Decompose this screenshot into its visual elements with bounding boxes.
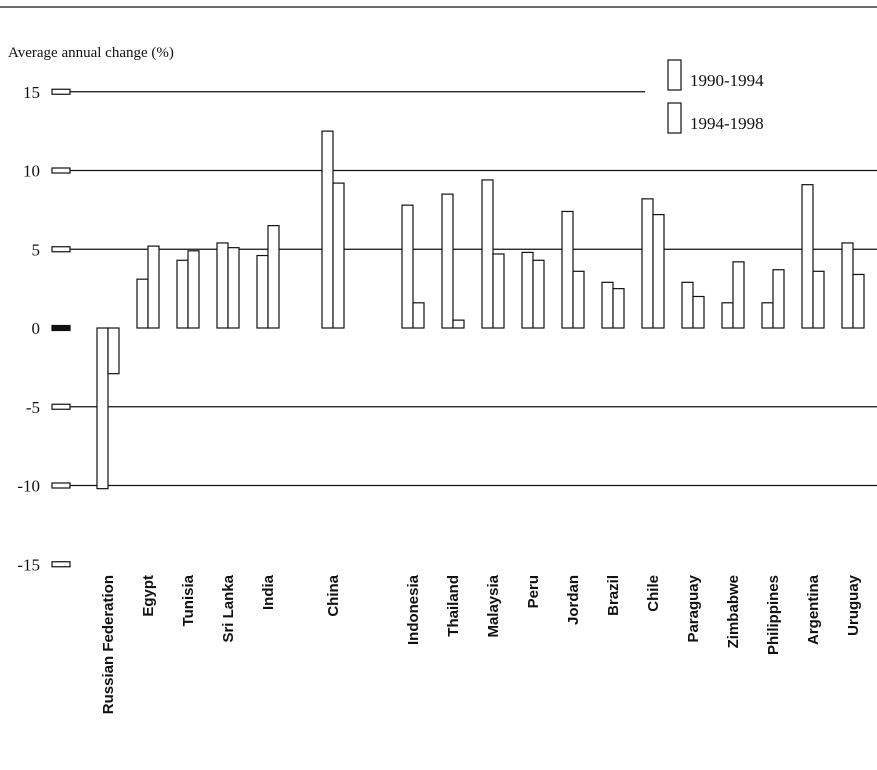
category-label: Malaysia: [485, 574, 502, 637]
bar-malaysia-series-2: [492, 253, 505, 329]
category-label: Zimbabwe: [725, 575, 742, 648]
y-tick-label: 10: [23, 162, 40, 181]
category-label: Chile: [645, 575, 662, 612]
bar-uruguay-series-2: [852, 273, 865, 329]
bar-brazil-series-1: [601, 281, 614, 329]
category-label: India: [260, 574, 277, 610]
legend-swatch: [667, 59, 682, 91]
category-label: Philippines: [765, 575, 782, 655]
bar-uruguay-series-1: [841, 242, 854, 329]
tick-mark: [51, 246, 71, 253]
bar-thailand-series-1: [441, 193, 454, 329]
category-label: Peru: [525, 575, 542, 608]
category-labels: Russian Federation Egypt Tunisia Sri Lanka I…: [100, 574, 862, 714]
category-label: Sri Lanka: [220, 574, 237, 642]
zero-tick-mark: [51, 324, 71, 332]
bar-tunisia-series-2: [187, 250, 200, 329]
legend-label: 1990-1994: [690, 71, 764, 90]
bar-malaysia-series-1: [481, 179, 494, 329]
bar-tunisia-series-1: [176, 259, 189, 329]
bar-peru-series-2: [532, 259, 545, 329]
bar-chile-series-2: [652, 214, 665, 329]
legend: 1990-1994 1994-1998: [667, 59, 764, 134]
y-tick-label: 15: [23, 83, 40, 102]
bar-philippines-series-2: [772, 269, 785, 329]
bar-india-series-1: [256, 254, 269, 329]
bar-sri-lanka-series-1: [216, 242, 229, 329]
bar-paraguay-series-2: [692, 295, 705, 329]
bar-sri-lanka-series-2: [227, 247, 240, 329]
bar-russian-federation-series-2: [107, 327, 120, 375]
bar-brazil-series-2: [612, 288, 625, 329]
category-label: Tunisia: [180, 574, 197, 626]
y-tick-label: -5: [26, 398, 40, 417]
bar-russian-federation-series-1: [96, 327, 109, 490]
category-label: Paraguay: [685, 574, 702, 642]
category-label: Thailand: [445, 575, 462, 637]
bar-egypt-series-1: [136, 278, 149, 329]
bar-jordan-series-1: [561, 210, 574, 329]
bar-indonesia-series-2: [412, 302, 425, 329]
bar-china-series-1: [321, 130, 334, 329]
bar-china-series-2: [332, 182, 345, 329]
bar-paraguay-series-1: [681, 281, 694, 329]
tick-mark: [51, 167, 71, 174]
legend-label: 1994-1998: [690, 114, 764, 133]
tick-mark: [51, 403, 71, 410]
tick-mark: [51, 561, 71, 568]
y-tick-label: -10: [17, 477, 40, 496]
bar-chile-series-1: [641, 198, 654, 329]
category-label: Argentina: [805, 574, 822, 645]
bar-zimbabwe-series-1: [721, 302, 734, 329]
bar-zimbabwe-series-2: [732, 261, 745, 329]
category-label: Indonesia: [405, 574, 422, 645]
bar-egypt-series-2: [147, 245, 160, 329]
bar-thailand-series-2: [452, 319, 465, 329]
category-label: Jordan: [565, 575, 582, 625]
bar-jordan-series-2: [572, 270, 585, 329]
bar-india-series-2: [267, 225, 280, 329]
legend-swatch: [667, 102, 682, 134]
category-label: China: [325, 574, 342, 616]
y-axis-ticks: 15 10 5 0 -5 -10 -15: [17, 83, 71, 574]
tick-mark: [51, 482, 71, 489]
category-label: Egypt: [140, 575, 157, 617]
category-label: Uruguay: [845, 574, 862, 636]
y-tick-label: 5: [32, 240, 41, 259]
tick-mark: [51, 88, 71, 95]
y-tick-label: -15: [17, 555, 40, 574]
bar-philippines-series-1: [761, 302, 774, 329]
category-label: Brazil: [605, 575, 622, 616]
bar-indonesia-series-1: [401, 204, 414, 329]
y-axis-label: Average annual change (%): [8, 45, 174, 61]
y-tick-label: 0: [32, 319, 41, 338]
bar-argentina-series-2: [812, 270, 825, 329]
bar-peru-series-1: [521, 251, 534, 329]
category-label: Russian Federation: [100, 575, 117, 714]
bars: [96, 130, 865, 490]
gridlines: [70, 91, 877, 487]
bar-argentina-series-1: [801, 184, 814, 329]
